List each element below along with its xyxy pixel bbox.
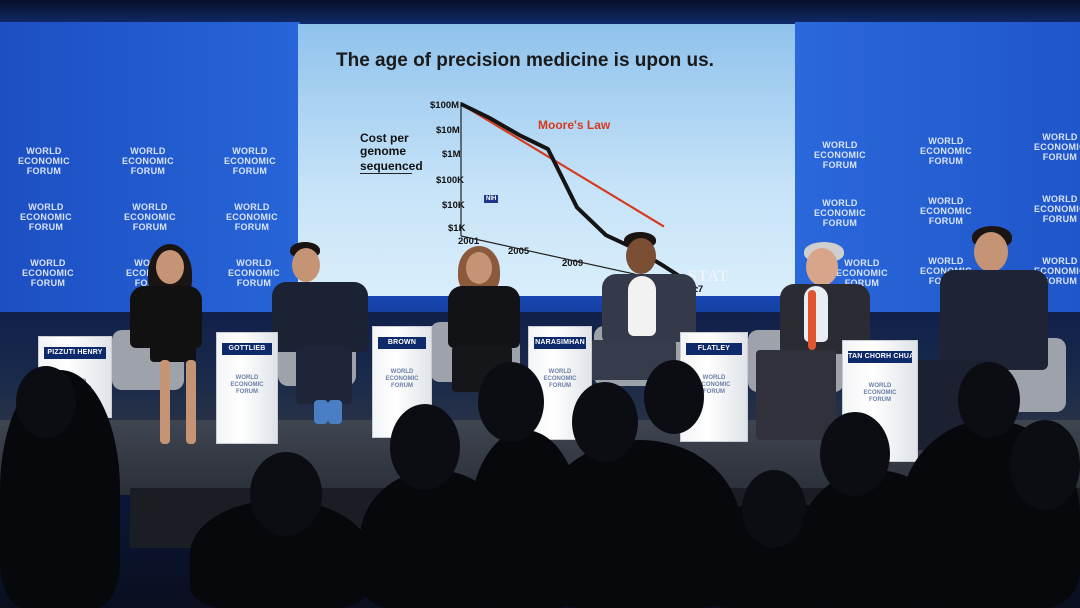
audience-silhouette bbox=[478, 362, 544, 442]
nameplate: FLATLEY bbox=[686, 343, 742, 355]
audience-silhouette bbox=[390, 404, 460, 490]
stat-watermark: STAT bbox=[688, 268, 729, 285]
nameplate: PIZZUTI HENRY bbox=[44, 347, 106, 359]
x-tick-label: 2001 bbox=[458, 236, 480, 247]
audience-silhouette bbox=[1010, 420, 1080, 510]
slide-y-axis-label: Cost per genome sequenced bbox=[360, 131, 423, 174]
audience-silhouette bbox=[820, 412, 890, 496]
nih-source-badge: NIH bbox=[484, 195, 499, 203]
audience-silhouette bbox=[572, 382, 638, 462]
nameplate: NARASIMHAN bbox=[534, 337, 586, 349]
x-tick-label: 2009 bbox=[562, 258, 584, 269]
audience-silhouette bbox=[958, 362, 1020, 438]
audience-silhouette bbox=[644, 360, 704, 434]
projection-screen: The age of precision medicine is upon us… bbox=[298, 24, 795, 296]
x-tick-label: 2005 bbox=[508, 246, 530, 257]
audience-silhouette bbox=[742, 470, 806, 548]
nameplate: TAN CHORH CHUAN bbox=[848, 351, 912, 363]
y-tick-label: $1M bbox=[442, 149, 461, 160]
y-tick-label: $10M bbox=[436, 125, 460, 136]
genome-cost-chart bbox=[460, 102, 699, 289]
slide-title: The age of precision medicine is upon us… bbox=[336, 50, 714, 71]
moores-law-line bbox=[460, 103, 665, 228]
nameplate: BROWN bbox=[378, 337, 426, 349]
name-podium: GOTTLIEB WORLD ECONOMIC FORUM bbox=[216, 332, 278, 444]
nameplate: GOTTLIEB bbox=[222, 343, 272, 355]
y-tick-label: $100K bbox=[436, 175, 464, 186]
y-tick-label: $100M bbox=[430, 100, 460, 111]
audience-silhouette bbox=[16, 366, 76, 438]
y-tick-label: $10K bbox=[442, 200, 465, 211]
moores-law-label: Moore's Law bbox=[538, 118, 611, 132]
y-tick-label: $1K bbox=[448, 223, 466, 234]
audience-silhouette bbox=[250, 452, 322, 536]
